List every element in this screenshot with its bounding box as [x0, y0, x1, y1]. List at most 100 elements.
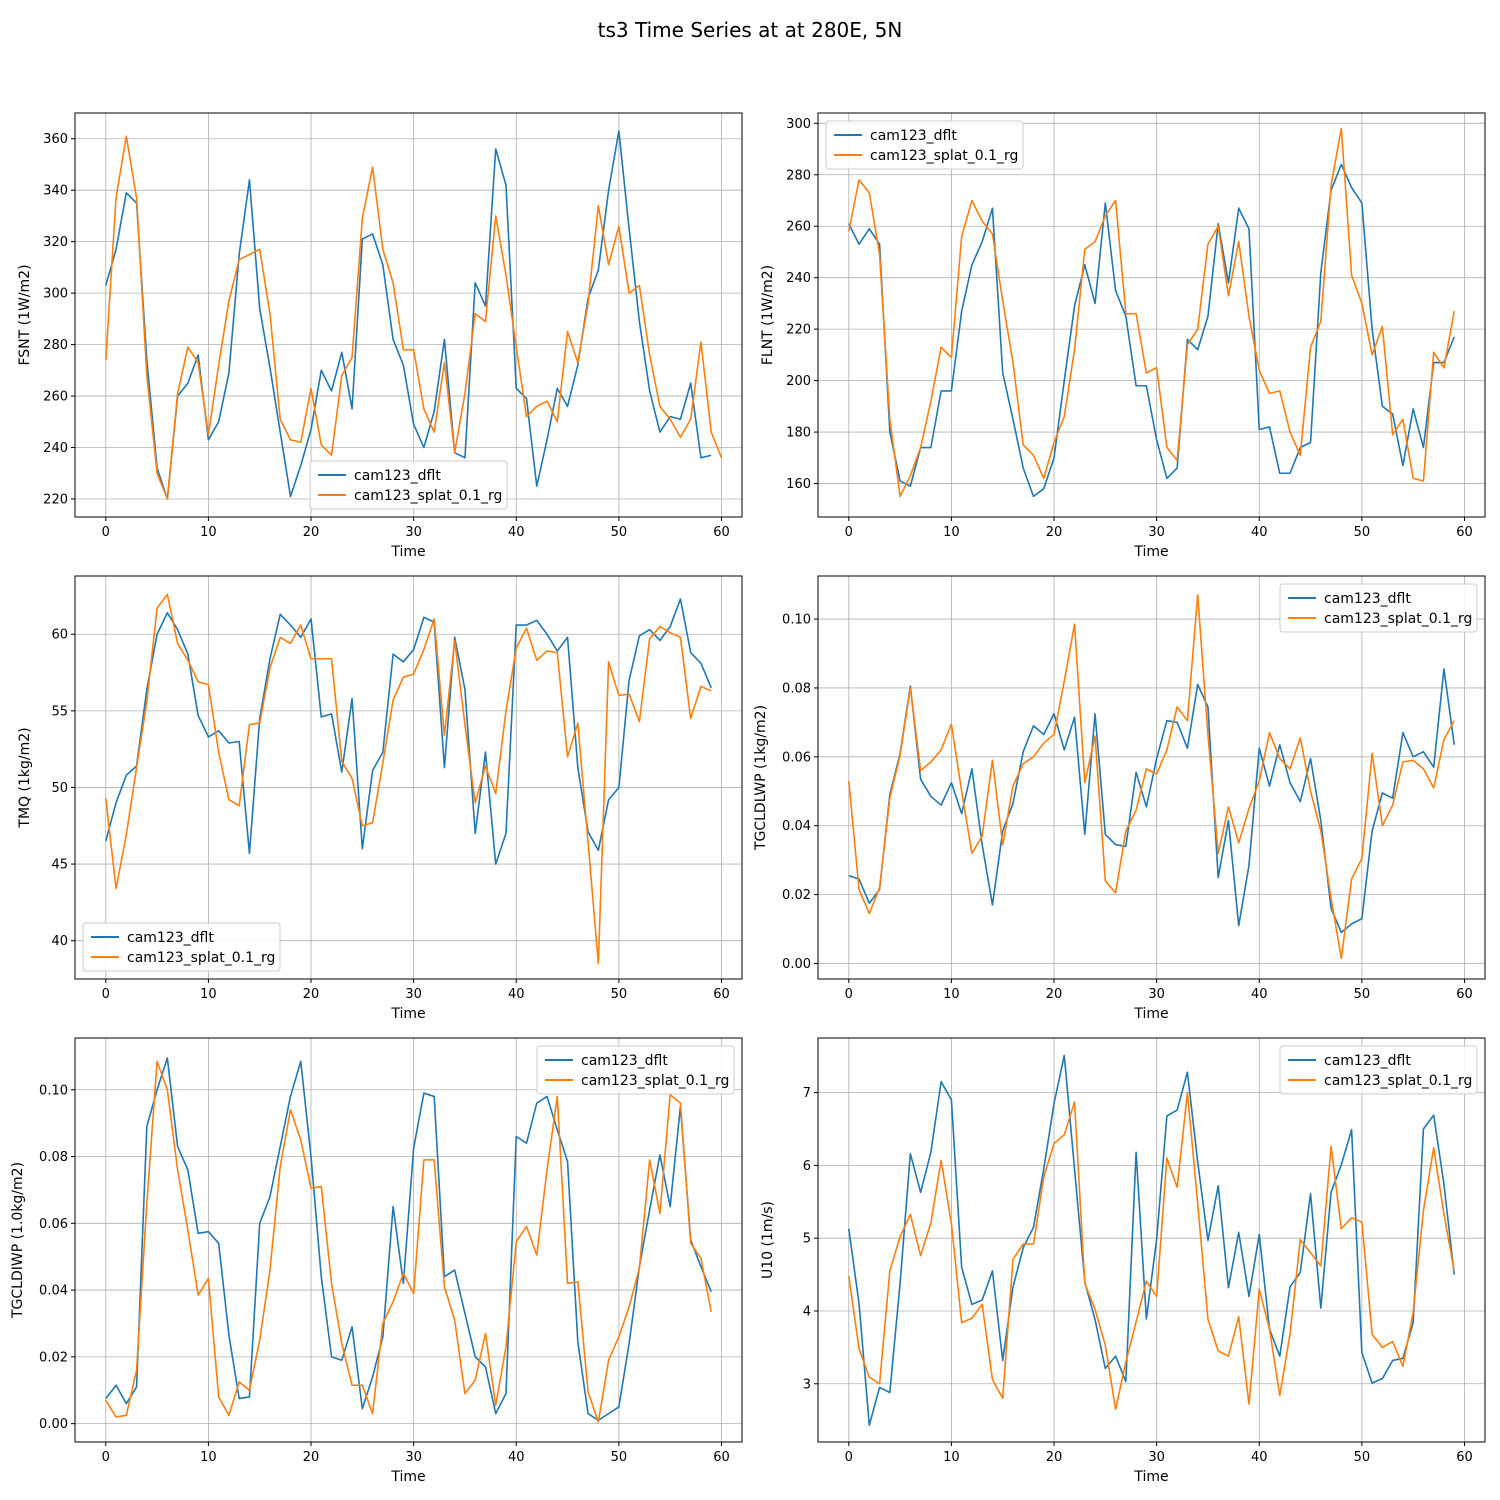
x-tick-label: 0: [845, 987, 853, 1002]
y-tick-label: 0.06: [782, 750, 811, 765]
y-tick-label: 50: [51, 781, 68, 796]
y-tick-label: 340: [43, 184, 68, 199]
y-axis-label: TGCLDIWP (1.0kg/m2): [10, 1162, 26, 1319]
x-tick-label: 10: [943, 1450, 960, 1465]
legend: cam123_dflt cam123_splat_0.1_rg: [1279, 1045, 1478, 1095]
y-tick-label: 320: [43, 235, 68, 250]
x-tick-label: 20: [1046, 1450, 1063, 1465]
x-tick-label: 20: [1046, 987, 1063, 1002]
legend-entry: cam123_splat_0.1_rg: [1324, 1073, 1472, 1089]
x-tick-label: 10: [943, 987, 960, 1002]
axes-frame: [74, 1037, 743, 1443]
legend-entry: cam123_dflt: [354, 468, 441, 484]
legend-box: [825, 120, 1024, 170]
x-tick-label: 50: [1354, 525, 1371, 540]
y-tick-label: 40: [51, 934, 68, 949]
subplot-4: 0 10 20 30 40 50 60 0.00 0.02 0.04 0.06 0.08 0.10 Tim…: [753, 575, 1486, 1022]
y-tick-label: 280: [786, 168, 811, 183]
legend: cam123_dflt cam123_splat_0.1_rg: [536, 1045, 735, 1095]
y-tick-label: 160: [786, 477, 811, 492]
x-tick-label: 30: [405, 525, 422, 540]
y-tick-label: 6: [803, 1159, 811, 1174]
y-tick-label: 200: [786, 374, 811, 389]
y-tick-label: 45: [51, 858, 68, 873]
x-tick-label: 0: [102, 1450, 110, 1465]
legend: cam123_dflt cam123_splat_0.1_rg: [1279, 583, 1478, 633]
x-tick-label: 30: [405, 987, 422, 1002]
y-axis-label: TGCLDLWP (1kg/m2): [753, 705, 769, 851]
y-axis-label: U10 (1m/s): [760, 1201, 776, 1279]
series-line-cam123_splat_0.1_rg: [105, 1060, 713, 1423]
x-axis-label: Time: [1133, 1469, 1168, 1485]
x-tick-label: 0: [102, 987, 110, 1002]
x-tick-label: 0: [102, 525, 110, 540]
axes-frame: [817, 575, 1486, 980]
x-tick-label: 0: [845, 525, 853, 540]
figure-title: ts3 Time Series at at 280E, 5N: [598, 18, 903, 42]
x-tick-label: 60: [1456, 1450, 1473, 1465]
y-tick-label: 220: [43, 492, 68, 507]
subplot-grid: 0 10 20 30 40 50 60220240260280300320340360Tim…: [10, 112, 1486, 1485]
x-tick-label: 10: [943, 525, 960, 540]
y-tick-label: 7: [803, 1086, 811, 1101]
x-tick-label: 50: [611, 525, 628, 540]
x-tick-label: 40: [508, 525, 525, 540]
axes-frame: [74, 575, 743, 980]
x-tick-label: 30: [1148, 1450, 1165, 1465]
y-tick-label: 0.06: [39, 1217, 68, 1232]
x-tick-label: 10: [200, 525, 217, 540]
series-line-cam123_dflt: [847, 1054, 1456, 1427]
y-tick-label: 260: [43, 390, 68, 405]
x-axis-label: Time: [1133, 544, 1168, 560]
legend-entry: cam123_splat_0.1_rg: [127, 950, 275, 966]
y-tick-label: 0.02: [782, 888, 811, 903]
series-line-cam123_dflt: [105, 598, 712, 865]
series-line-cam123_splat_0.1_rg: [847, 594, 1455, 960]
y-tick-label: 0.00: [39, 1417, 68, 1432]
legend-entry: cam123_dflt: [1324, 1053, 1411, 1069]
subplot-6: 0 10 20 30 40 50 60 3 4 5 6 7 Time U10 (1m/s) cam123_d…: [760, 1037, 1486, 1485]
y-tick-label: 55: [51, 704, 68, 719]
legend: cam123_dflt cam123_splat_0.1_rg: [825, 120, 1024, 170]
legend-entry: cam123_dflt: [127, 930, 214, 946]
x-tick-label: 50: [1354, 987, 1371, 1002]
legend-box: [1279, 1045, 1478, 1095]
series-line-cam123_dflt: [848, 163, 1455, 498]
y-tick-label: 240: [786, 271, 811, 286]
y-tick-label: 360: [43, 132, 68, 147]
x-tick-label: 10: [200, 987, 217, 1002]
x-tick-label: 0: [845, 1450, 853, 1465]
x-tick-label: 30: [405, 1450, 422, 1465]
y-axis-label: TMQ (1kg/m2): [17, 727, 33, 828]
y-tick-label: 60: [51, 628, 68, 643]
subplot-1: 0 10 20 30 40 50 60 220 240 260 280 300 320 340 360 Tim…: [17, 112, 743, 560]
x-axis-label: Time: [1133, 1006, 1168, 1022]
legend-box: [82, 922, 281, 972]
x-axis-label: Time: [390, 544, 425, 560]
y-tick-label: 0.00: [782, 957, 811, 972]
y-tick-label: 300: [43, 287, 68, 302]
x-tick-label: 30: [1148, 525, 1165, 540]
x-tick-label: 60: [713, 525, 730, 540]
y-tick-label: 240: [43, 441, 68, 456]
y-tick-label: 0.04: [782, 819, 811, 834]
y-tick-label: 280: [43, 338, 68, 353]
x-tick-label: 20: [303, 525, 320, 540]
x-tick-label: 50: [611, 987, 628, 1002]
legend-entry: cam123_dflt: [1324, 591, 1411, 607]
y-tick-label: 0.08: [782, 681, 811, 696]
legend-entry: cam123_splat_0.1_rg: [354, 488, 502, 504]
y-tick-label: 0.10: [39, 1083, 68, 1098]
y-tick-label: 5: [803, 1232, 811, 1247]
axes-frame: [74, 112, 743, 518]
x-tick-label: 40: [1251, 987, 1268, 1002]
x-tick-label: 20: [1046, 525, 1063, 540]
legend-entry: cam123_splat_0.1_rg: [581, 1073, 729, 1089]
series-line-cam123_splat_0.1_rg: [847, 127, 1456, 498]
x-tick-label: 40: [1251, 525, 1268, 540]
x-axis-label: Time: [390, 1469, 425, 1485]
x-tick-label: 60: [713, 1450, 730, 1465]
y-tick-label: 180: [786, 426, 811, 441]
y-tick-label: 4: [803, 1304, 811, 1319]
